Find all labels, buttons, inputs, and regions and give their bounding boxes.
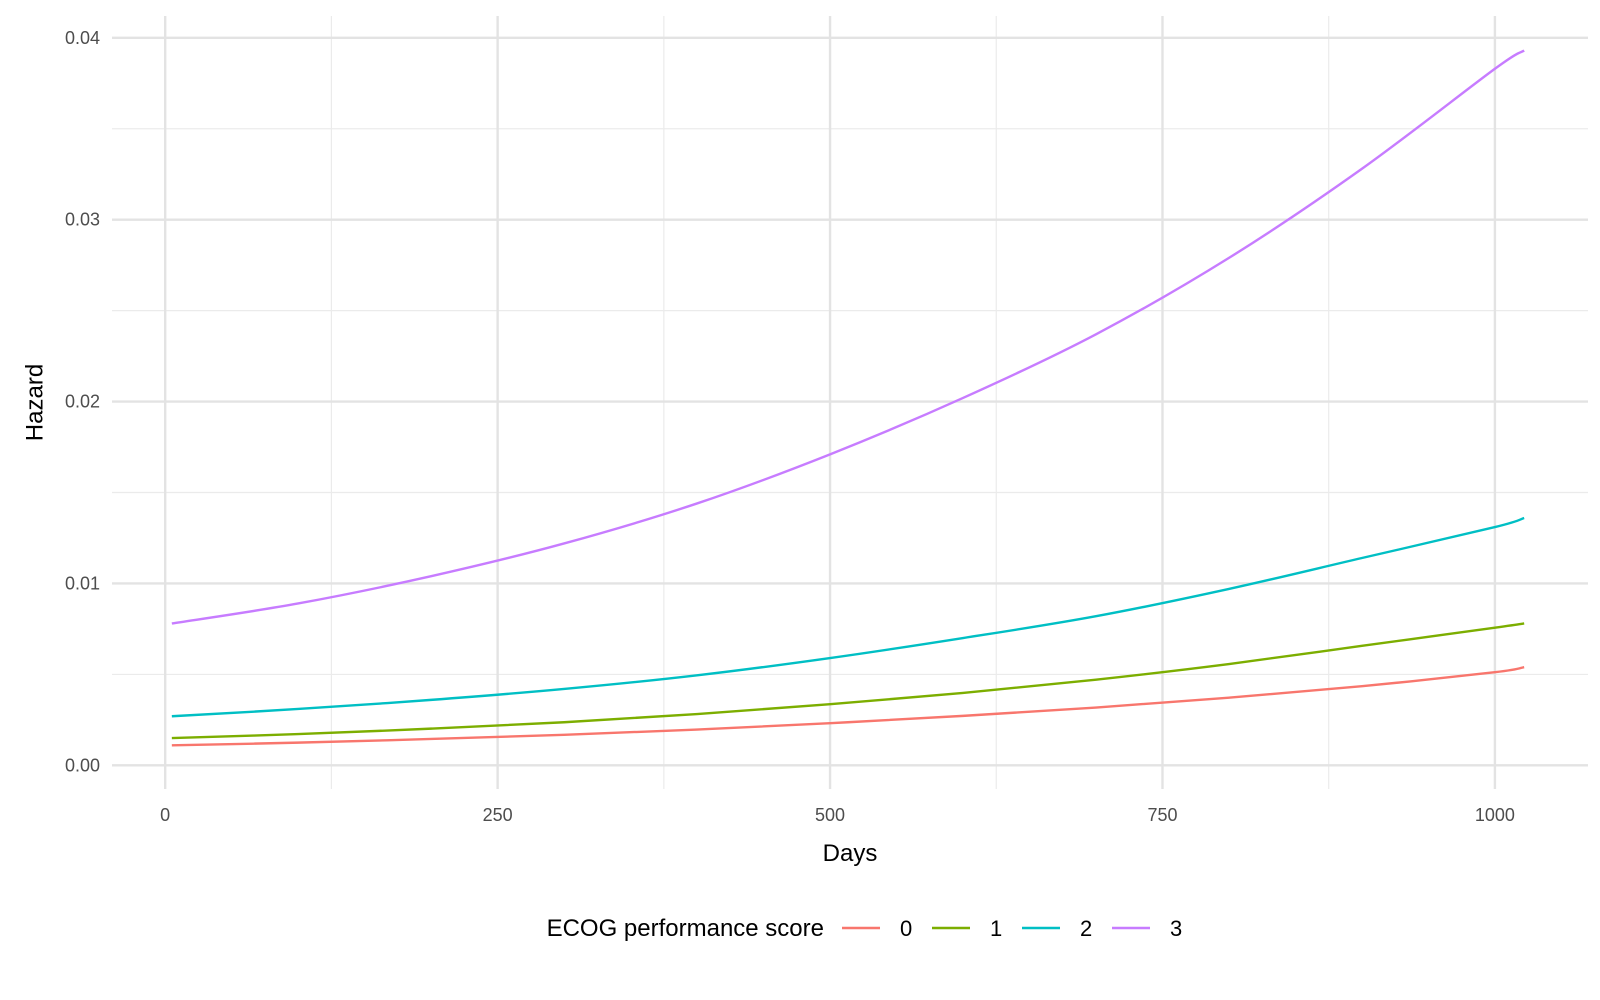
y-tick-label: 0.00 — [65, 755, 100, 775]
x-tick-label: 500 — [815, 805, 845, 825]
legend-label-3: 3 — [1170, 916, 1182, 941]
x-tick-label: 0 — [160, 805, 170, 825]
legend-label-1: 1 — [990, 916, 1002, 941]
series-line-0 — [171, 665, 1525, 747]
series-line-1 — [171, 622, 1525, 740]
y-tick-label: 0.02 — [65, 392, 100, 412]
legend-label-2: 2 — [1080, 916, 1092, 941]
x-tick-label: 750 — [1147, 805, 1177, 825]
series-line-3 — [171, 49, 1525, 625]
series-line-2 — [171, 516, 1525, 718]
tick-layer: 0 250 500 750 1000 0.00 0.01 0.02 0.03 0.04 — [65, 28, 1515, 825]
x-tick-label: 250 — [483, 805, 513, 825]
x-axis-title: Days — [823, 840, 878, 867]
legend-label-0: 0 — [900, 916, 912, 941]
legend-title: ECOG performance score — [547, 915, 824, 942]
series-layer — [171, 49, 1525, 747]
y-tick-label: 0.01 — [65, 573, 100, 593]
legend: ECOG performance score 0 1 2 3 — [547, 915, 1183, 942]
y-tick-label: 0.03 — [65, 210, 100, 230]
y-axis-title: Hazard — [21, 364, 48, 441]
grid-layer — [112, 16, 1588, 789]
x-tick-label: 1000 — [1475, 805, 1515, 825]
y-tick-label: 0.04 — [65, 28, 100, 48]
